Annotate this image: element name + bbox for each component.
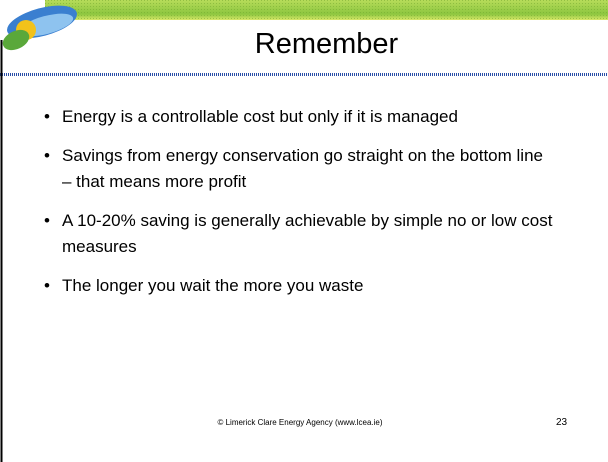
title-rule <box>0 73 608 76</box>
logo <box>2 5 77 51</box>
slide-title: Remember <box>254 28 399 60</box>
bullet: A 10-20% saving is generally achievable … <box>44 208 554 260</box>
footer: © Limerick Clare Energy Agency (www.lcea… <box>217 418 383 427</box>
bullet: Energy is a controllable cost but only i… <box>44 104 554 130</box>
bullet: Savings from energy conservation go stra… <box>44 143 554 195</box>
page-number: 23 <box>556 417 568 428</box>
header-texture <box>45 0 608 20</box>
bullet: The longer you wait the more you waste <box>44 273 554 299</box>
bullet-list: Energy is a controllable cost but only i… <box>44 104 554 312</box>
